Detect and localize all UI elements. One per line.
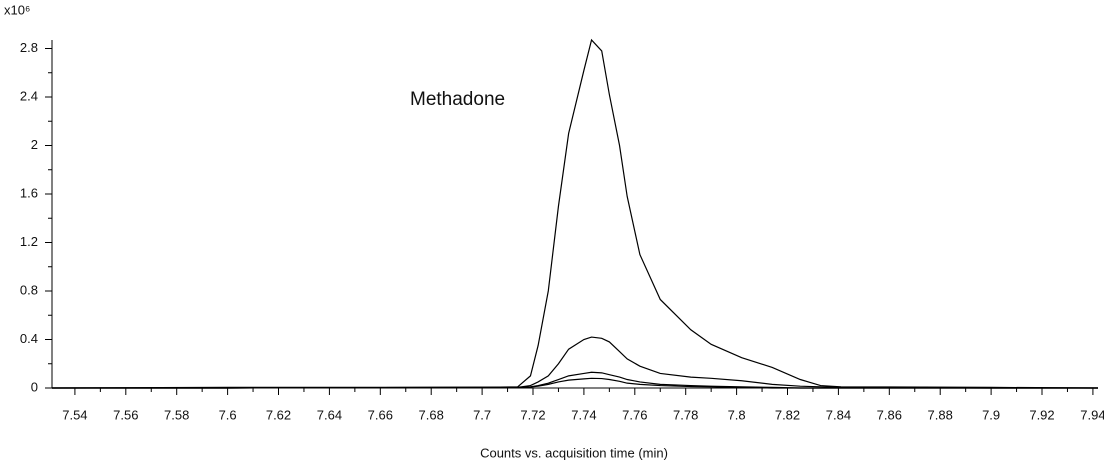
y-multiplier: x10⁶ (4, 2, 30, 17)
x-tick-label: 7.72 (520, 407, 545, 422)
y-tick-label: 1.6 (20, 185, 38, 200)
y-tick-label: 0.4 (20, 331, 38, 346)
x-tick-label: 7.54 (62, 407, 87, 422)
trace-line (52, 336, 1098, 389)
x-tick-label: 7.64 (317, 407, 342, 422)
x-tick-label: 7.92 (1029, 407, 1054, 422)
trace-line (52, 377, 1098, 389)
x-tick-label: 7.8 (728, 407, 746, 422)
x-tick-label: 7.82 (775, 407, 800, 422)
x-tick-label: 7.7 (473, 407, 491, 422)
y-tick-label: 1.2 (20, 234, 38, 249)
x-axis-label: Counts vs. acquisition time (min) (480, 445, 668, 460)
x-tick-label: 7.94 (1080, 407, 1104, 422)
x-tick-label: 7.58 (164, 407, 189, 422)
x-tick-label: 7.86 (877, 407, 902, 422)
x-tick-label: 7.56 (113, 407, 138, 422)
x-tick-label: 7.68 (419, 407, 444, 422)
y-tick-label: 0 (31, 379, 38, 394)
x-tick-label: 7.78 (673, 407, 698, 422)
y-tick-label: 2.8 (20, 40, 38, 55)
trace-line (51, 38, 1099, 389)
x-tick-label: 7.66 (368, 407, 393, 422)
y-tick-label: 2.4 (20, 88, 38, 103)
x-tick-label: 7.84 (826, 407, 851, 422)
x-tick-label: 7.9 (982, 407, 1000, 422)
x-tick-label: 7.76 (622, 407, 647, 422)
x-tick-label: 7.88 (928, 407, 953, 422)
x-tick-label: 7.6 (219, 407, 237, 422)
annotation: Methadone (410, 89, 505, 110)
y-tick-label: 2 (31, 137, 38, 152)
x-tick-label: 7.74 (571, 407, 596, 422)
y-tick-label: 0.8 (20, 282, 38, 297)
x-tick-label: 7.62 (266, 407, 291, 422)
